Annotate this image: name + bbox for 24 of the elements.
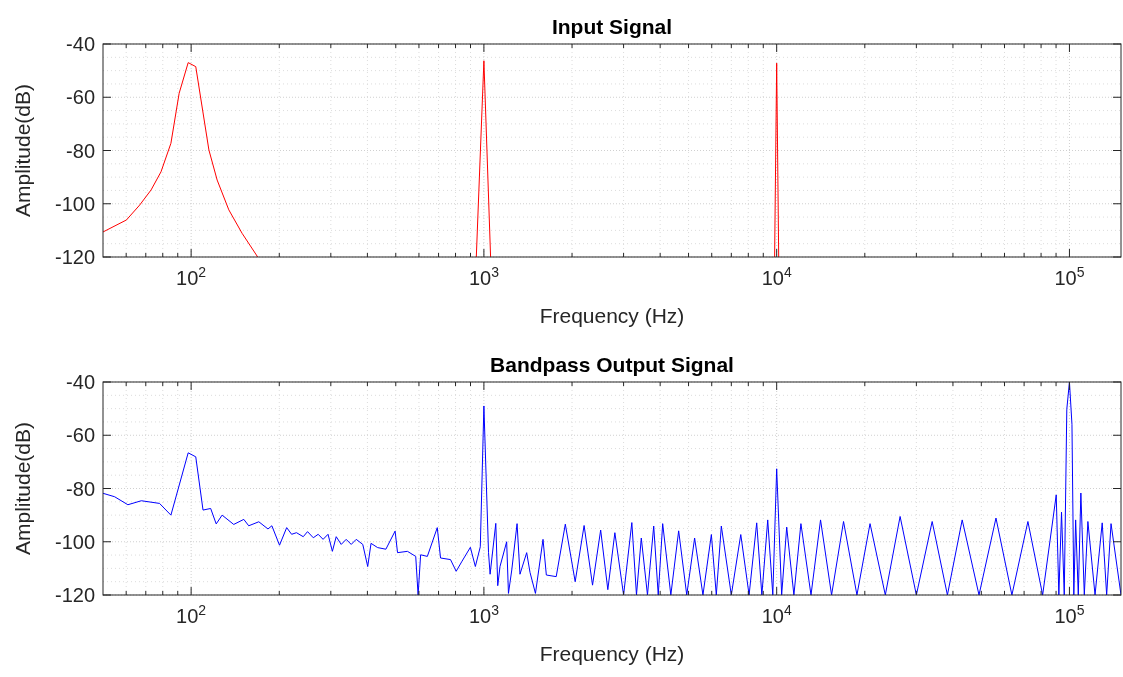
y-tick-label: -100 [54,530,95,553]
y-tick-label: -40 [66,371,95,393]
chart-title: Input Signal [551,15,673,38]
chart-title: Bandpass Output Signal [490,353,734,376]
y-axis-title: Amplitude(dB) [11,421,34,556]
y-tick-label: -60 [66,86,95,109]
x-axis-title: Frequency (Hz) [539,304,685,327]
y-tick-label: -80 [66,139,95,162]
x-tick-label: 10$^{3}$ [468,602,500,627]
y-tick-label: -60 [66,424,95,447]
x-tick-label: 10$^{3}$ [468,264,500,289]
y-tick-label: -120 [54,584,95,606]
x-tick-label: 10$^{5}$ [1054,602,1085,627]
x-tick-label: 10$^{4}$ [761,264,792,289]
y-tick-label: -80 [66,477,95,500]
y-tick-label: -100 [54,192,95,215]
x-tick-label: 10$^{5}$ [1054,264,1085,289]
y-tick-label: -40 [66,33,95,55]
x-tick-label: 10$^{2}$ [176,264,207,289]
x-axis-title: Frequency (Hz) [539,642,685,665]
x-tick-label: 10$^{4}$ [761,602,792,627]
x-tick-label: 10$^{2}$ [176,602,207,627]
y-axis-title: Amplitude(dB) [11,83,34,218]
y-tick-label: -120 [54,246,95,268]
